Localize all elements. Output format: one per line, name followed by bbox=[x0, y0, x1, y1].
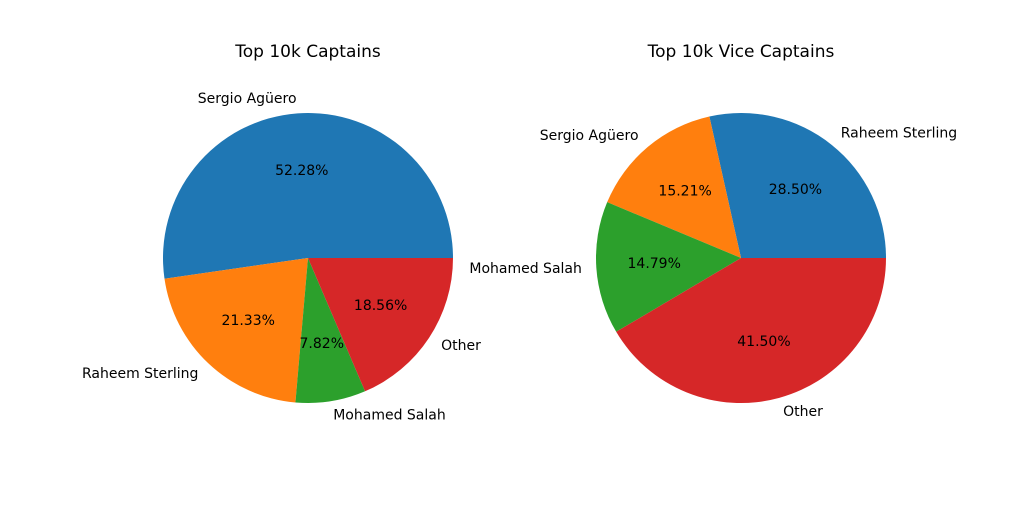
pie-slice-mohamed-salah bbox=[295, 258, 366, 404]
pie-slice-mohamed-salah bbox=[596, 202, 741, 332]
slice-percent-other: 41.50% bbox=[737, 334, 790, 350]
slice-percent-mohamed-salah: 7.82% bbox=[300, 336, 344, 352]
slice-percent-sergio-aguero: 15.21% bbox=[658, 183, 711, 199]
slice-percent-mohamed-salah: 14.79% bbox=[628, 256, 681, 272]
pie-slice-raheem-sterling bbox=[709, 113, 886, 258]
slice-label-raheem-sterling: Raheem Sterling bbox=[82, 366, 198, 382]
slice-label-sergio-aguero: Sergio Agüero bbox=[198, 91, 297, 107]
slice-label-sergio-aguero: Sergio Agüero bbox=[540, 128, 639, 144]
pie-slice-sergio-aguero bbox=[607, 116, 741, 259]
pie-slice-raheem-sterling bbox=[164, 258, 308, 403]
pie-slice-sergio-aguero bbox=[163, 113, 454, 279]
captains-chart-title: Top 10k Captains bbox=[234, 42, 381, 62]
slice-percent-sergio-aguero: 52.28% bbox=[275, 163, 328, 179]
slice-label-other: Other bbox=[783, 404, 823, 420]
slice-label-mohamed-salah: Mohamed Salah bbox=[333, 407, 446, 423]
pie-slice-other bbox=[308, 258, 453, 392]
slice-label-other: Other bbox=[441, 338, 481, 354]
slice-percent-other: 18.56% bbox=[354, 298, 407, 314]
slice-label-raheem-sterling: Raheem Sterling bbox=[841, 126, 957, 142]
slice-percent-raheem-sterling: 28.50% bbox=[769, 182, 822, 198]
captains-pie: Top 10k Captains Sergio Agüero 52.28% Rahe… bbox=[82, 42, 481, 423]
vice-captains-pie: Top 10k Vice Captains Raheem Sterling 28.… bbox=[469, 42, 957, 420]
vice-captains-chart-title: Top 10k Vice Captains bbox=[647, 42, 835, 62]
slice-percent-raheem-sterling: 21.33% bbox=[222, 313, 275, 329]
slice-label-mohamed-salah: Mohamed Salah bbox=[469, 261, 582, 277]
pie-slice-other bbox=[616, 258, 886, 403]
